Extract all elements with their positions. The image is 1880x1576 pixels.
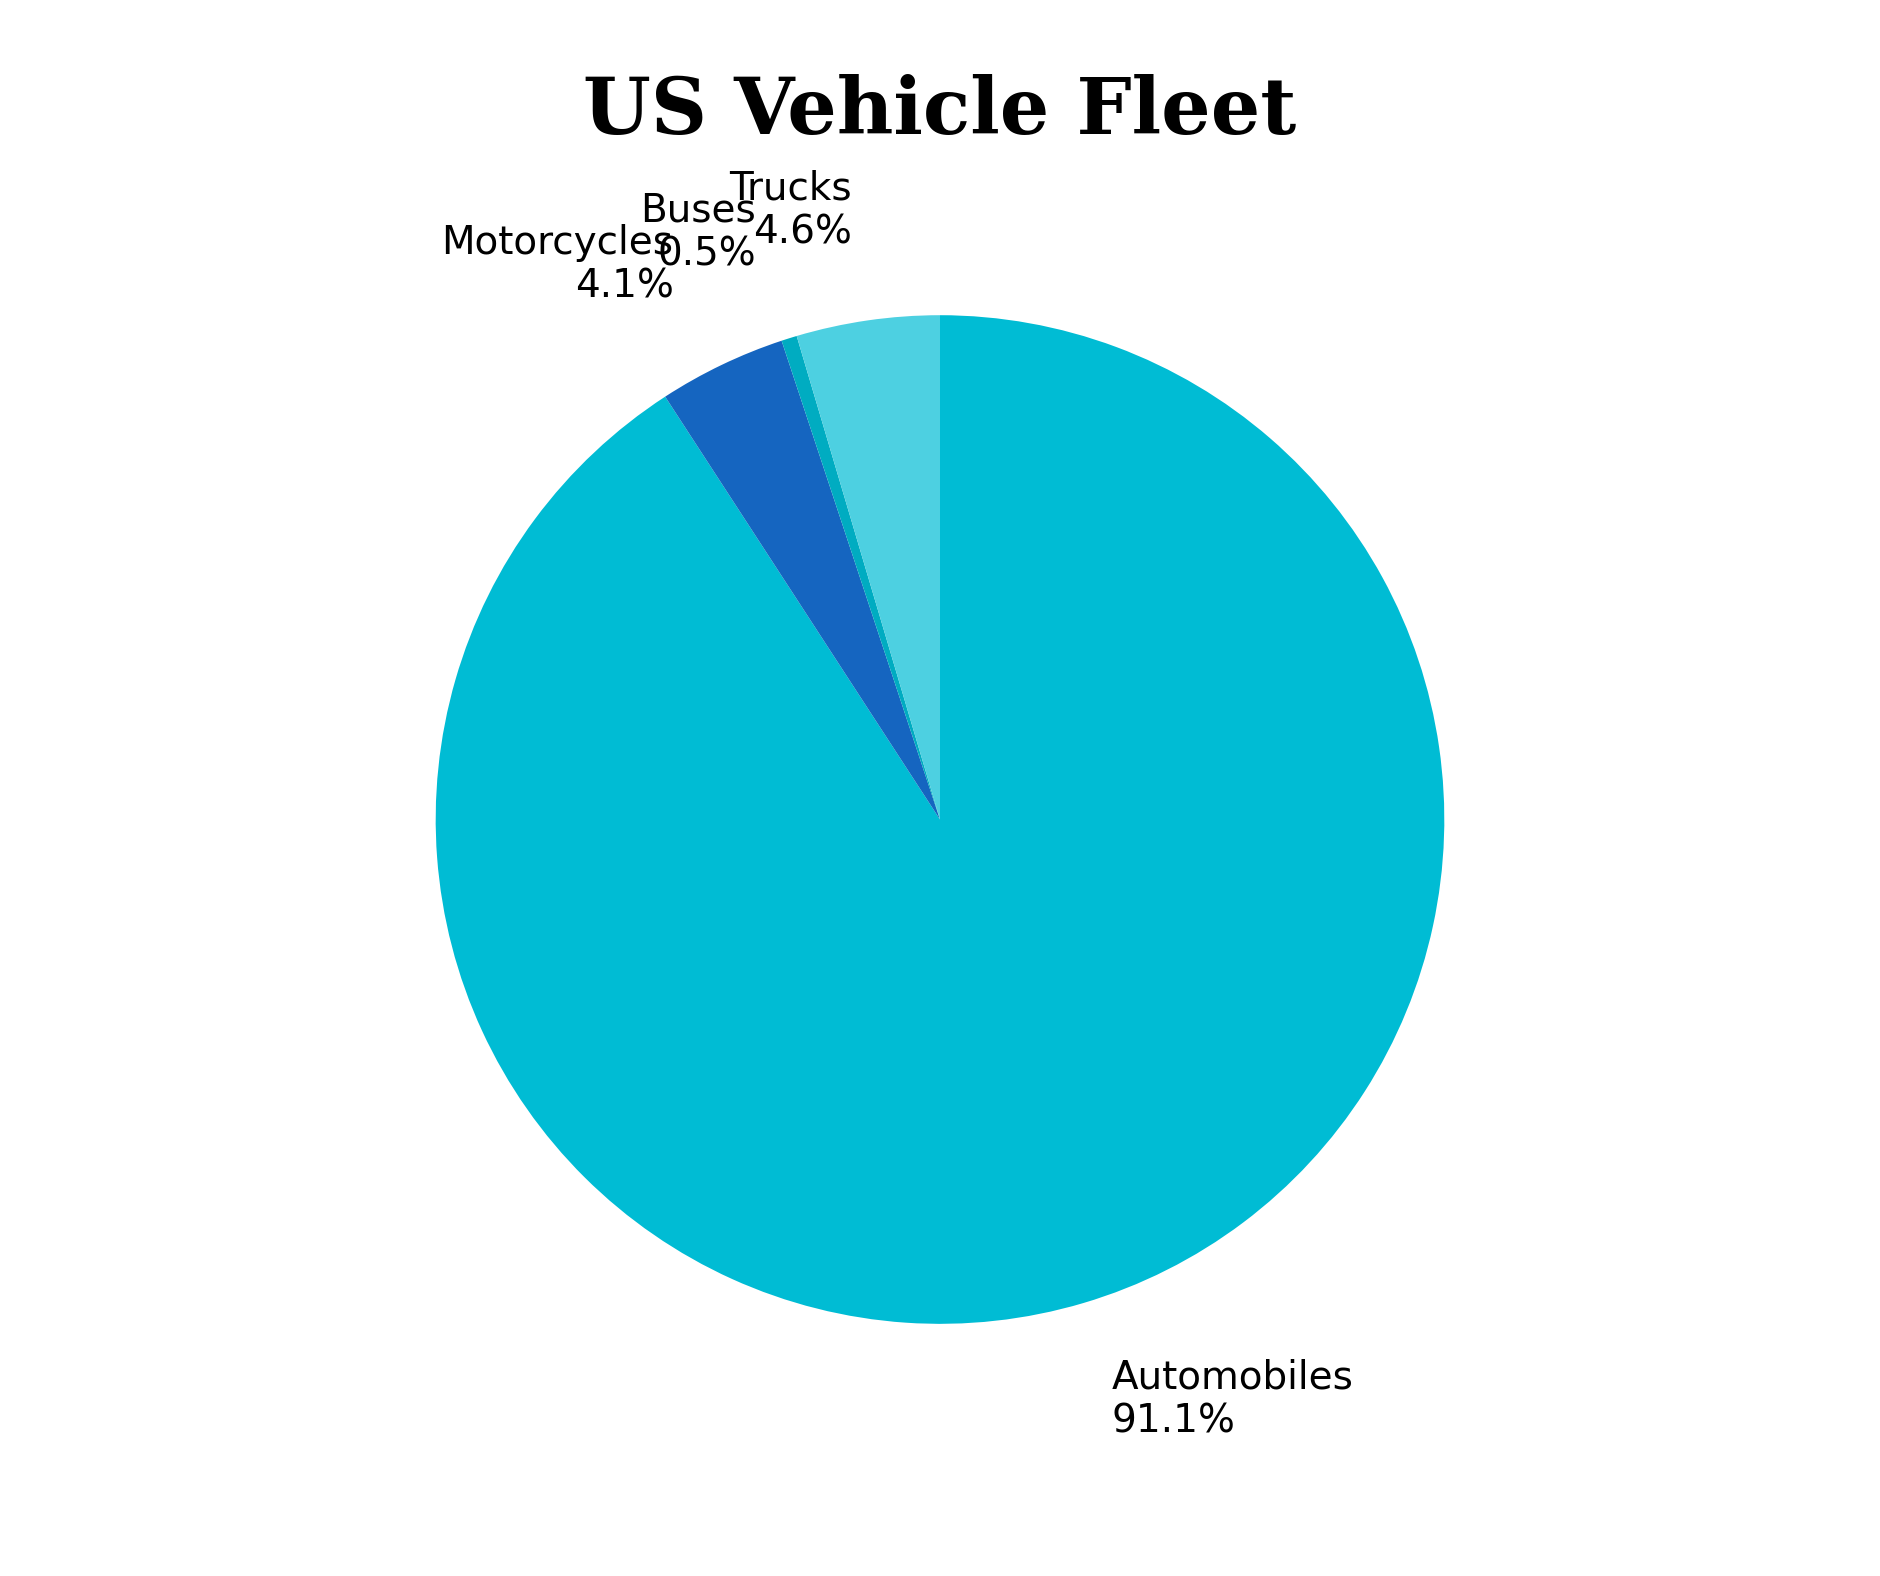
Wedge shape — [797, 315, 940, 820]
Title: US Vehicle Fleet: US Vehicle Fleet — [583, 74, 1297, 150]
Wedge shape — [782, 336, 940, 820]
Text: Buses
0.5%: Buses 0.5% — [641, 191, 756, 273]
Text: Trucks
4.6%: Trucks 4.6% — [729, 170, 852, 252]
Text: Motorcycles
4.1%: Motorcycles 4.1% — [442, 224, 673, 306]
Text: Automobiles
91.1%: Automobiles 91.1% — [1111, 1359, 1354, 1440]
Wedge shape — [666, 340, 940, 820]
Wedge shape — [436, 315, 1444, 1324]
